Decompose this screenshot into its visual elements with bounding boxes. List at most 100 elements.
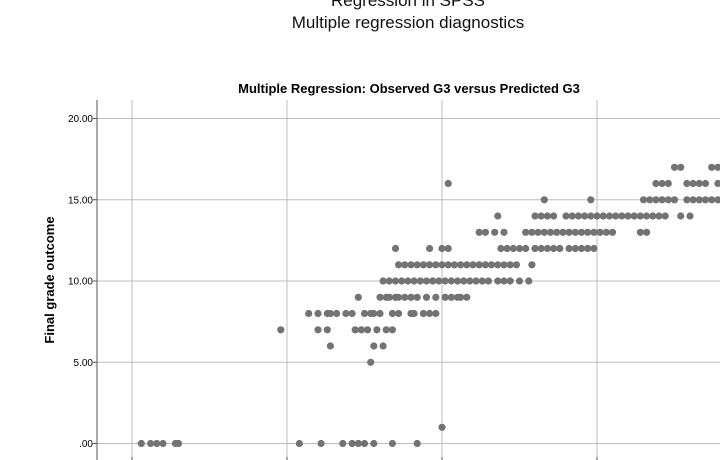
data-point (395, 293, 403, 301)
data-point (370, 342, 378, 350)
data-point (584, 244, 592, 253)
data-point (522, 228, 530, 236)
data-point (562, 212, 570, 220)
data-point (481, 228, 489, 236)
data-point (450, 261, 458, 269)
data-point (147, 439, 155, 448)
data-point (565, 228, 573, 236)
data-point (460, 277, 468, 285)
y-tick-label: 5.00 (74, 358, 94, 369)
data-point (342, 309, 350, 318)
data-point (419, 261, 427, 269)
data-point (503, 244, 511, 253)
data-point (407, 293, 415, 301)
data-point (395, 261, 403, 269)
data-point (543, 212, 552, 220)
data-point (646, 196, 654, 204)
data-point (540, 228, 548, 236)
data-point (413, 439, 421, 448)
slide-subtitle: Multiple regression diagnostics (291, 13, 525, 32)
data-point (398, 277, 406, 285)
data-point (277, 326, 285, 334)
data-point (550, 244, 558, 253)
data-point (432, 309, 440, 318)
data-point (391, 244, 400, 253)
data-point (581, 212, 589, 220)
data-point (636, 212, 645, 220)
data-point (326, 309, 334, 318)
data-point (401, 293, 409, 301)
data-point (695, 196, 703, 204)
data-point (488, 261, 496, 269)
data-point (497, 244, 505, 253)
data-point (577, 244, 586, 253)
data-point (677, 163, 685, 171)
data-point (683, 179, 691, 188)
data-point (382, 326, 390, 334)
data-point (506, 277, 514, 285)
data-point (426, 309, 434, 318)
data-point (385, 277, 393, 285)
data-point (447, 293, 455, 301)
data-point (689, 196, 697, 204)
data-point (652, 179, 660, 188)
data-point (364, 326, 372, 334)
data-point (441, 277, 449, 285)
data-point (701, 179, 710, 188)
y-tick-label: .00 (79, 439, 93, 450)
data-point (608, 228, 617, 236)
data-point (457, 293, 465, 301)
data-point (515, 277, 524, 285)
data-point (438, 244, 446, 253)
data-point (658, 196, 666, 204)
data-point (643, 212, 651, 220)
data-point (708, 163, 716, 171)
data-point (391, 277, 400, 285)
data-point (546, 228, 555, 236)
data-point (475, 228, 483, 236)
data-point (652, 196, 660, 204)
data-point (689, 179, 697, 188)
data-point (357, 326, 365, 334)
data-point (593, 212, 601, 220)
data-point (463, 261, 471, 269)
data-point (317, 439, 325, 448)
data-point (438, 261, 446, 269)
data-point (574, 212, 583, 220)
data-point (664, 196, 672, 204)
data-point (494, 261, 502, 269)
data-point (472, 277, 480, 285)
data-point (605, 212, 614, 220)
data-point (370, 439, 378, 448)
data-point (584, 228, 592, 236)
data-point (639, 196, 648, 204)
data-point (543, 244, 552, 253)
data-point (670, 163, 679, 171)
data-point (500, 261, 508, 269)
data-point (348, 309, 356, 318)
data-point (438, 423, 446, 431)
data-point (295, 439, 303, 448)
data-point (333, 309, 341, 318)
data-point (370, 309, 378, 318)
data-point (714, 196, 720, 204)
data-point (695, 179, 703, 188)
data-point (491, 228, 499, 236)
data-point (475, 261, 483, 269)
data-point (410, 309, 418, 318)
y-tick-label: 15.00 (68, 195, 93, 206)
data-point (612, 212, 620, 220)
y-tick-label: 10.00 (68, 277, 93, 288)
data-point (515, 244, 524, 253)
data-point (326, 342, 334, 350)
axes (93, 100, 598, 460)
data-point (534, 228, 542, 236)
data-point (314, 309, 322, 318)
data-point (686, 212, 694, 220)
data-point (379, 342, 387, 350)
chart-title: Multiple Regression: Observed G3 versus … (238, 81, 580, 96)
data-point (153, 439, 161, 448)
data-point (500, 228, 508, 236)
data-point (596, 228, 604, 236)
